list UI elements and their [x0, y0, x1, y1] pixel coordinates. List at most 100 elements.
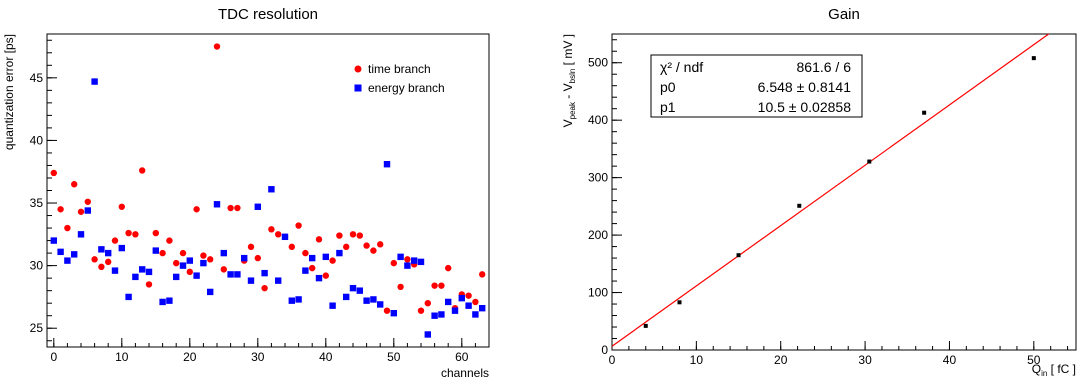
legend-label-energy-branch: energy branch — [368, 81, 445, 95]
chart-title: Gain — [828, 6, 860, 23]
x-tick-label: 10 — [690, 353, 704, 367]
point-time-branch — [383, 307, 391, 314]
point-time-branch — [179, 249, 187, 257]
point-time-branch — [105, 258, 112, 266]
point-time-branch — [247, 243, 255, 251]
point-energy-branch — [438, 311, 445, 318]
point-energy-branch — [50, 237, 57, 244]
point-time-branch — [98, 263, 105, 271]
gain-point — [922, 110, 927, 115]
point-energy-branch — [458, 294, 465, 302]
legend-marker-time-branch — [354, 65, 362, 73]
point-time-branch — [390, 259, 397, 267]
point-energy-branch — [207, 288, 214, 296]
stats-value-chi2: 861.6 / 6 — [797, 59, 852, 75]
point-time-branch — [186, 268, 193, 276]
point-time-branch — [77, 208, 85, 215]
point-time-branch — [111, 237, 119, 244]
point-time-branch — [227, 204, 234, 212]
point-energy-branch — [281, 233, 289, 241]
point-time-branch — [479, 271, 486, 278]
point-energy-branch — [159, 298, 166, 306]
y-tick-label: 200 — [588, 228, 608, 242]
point-energy-branch — [241, 254, 248, 262]
point-energy-branch — [77, 231, 85, 238]
point-energy-branch — [383, 161, 391, 168]
point-time-branch — [173, 259, 180, 267]
gain-point — [797, 203, 802, 208]
point-energy-branch — [179, 262, 187, 269]
point-energy-branch — [445, 298, 452, 306]
point-time-branch — [254, 254, 261, 262]
legend-marker-energy-branch — [354, 84, 362, 92]
point-time-branch — [336, 232, 343, 239]
point-energy-branch — [139, 266, 146, 273]
x-tick-label: 20 — [183, 350, 197, 364]
point-energy-branch — [84, 207, 91, 214]
point-time-branch — [261, 284, 268, 292]
point-time-branch — [370, 247, 377, 254]
fit-stats-box: χ² / ndf 861.6 / 6 p0 6.548 ± 0.8141 p1 … — [650, 54, 863, 118]
point-energy-branch — [166, 297, 173, 304]
point-time-branch — [193, 206, 200, 213]
x-tick-label: 40 — [943, 353, 957, 367]
point-time-branch — [329, 257, 336, 264]
tdc-resolution-chart: TDC resolution 0 10 20 30 40 50 60 25 30 35 40 45 c… — [2, 6, 490, 380]
point-time-branch — [166, 237, 173, 244]
point-energy-branch — [309, 254, 316, 262]
point-time-branch — [322, 272, 329, 279]
point-time-branch — [349, 231, 357, 238]
point-time-branch — [295, 222, 302, 229]
point-time-branch — [363, 242, 370, 249]
point-time-branch — [139, 167, 146, 174]
point-time-branch — [91, 256, 98, 263]
plot-frame — [611, 33, 1077, 351]
point-energy-branch — [431, 312, 438, 319]
point-energy-branch — [254, 203, 261, 210]
x-tick-label: 60 — [455, 350, 469, 364]
point-time-branch — [431, 282, 438, 289]
point-time-branch — [64, 224, 71, 232]
point-time-branch — [356, 232, 363, 239]
point-energy-branch — [411, 257, 418, 264]
point-energy-branch — [288, 297, 295, 304]
point-time-branch — [234, 204, 241, 212]
point-time-branch — [397, 283, 404, 291]
point-time-branch — [417, 307, 425, 314]
point-time-branch — [57, 206, 64, 213]
point-energy-branch — [200, 259, 207, 267]
point-time-branch — [424, 299, 431, 307]
y-tick-label: 500 — [588, 56, 608, 70]
point-energy-branch — [377, 301, 384, 308]
x-tick-label: 30 — [251, 350, 265, 364]
point-energy-branch — [417, 258, 425, 266]
point-energy-branch — [234, 271, 241, 278]
point-time-branch — [309, 264, 316, 272]
point-time-branch — [152, 229, 159, 237]
point-time-branch — [275, 231, 282, 238]
y-tick-label: 40 — [30, 133, 44, 147]
point-energy-branch — [349, 284, 357, 292]
x-tick-label: 0 — [609, 353, 616, 367]
point-time-branch — [145, 281, 153, 288]
point-time-branch — [445, 264, 452, 272]
point-energy-branch — [329, 302, 336, 309]
gain-point — [867, 159, 872, 164]
point-energy-branch — [57, 248, 64, 256]
x-tick-label: 0 — [50, 350, 57, 364]
point-energy-branch — [247, 277, 255, 284]
y-tick-label: 300 — [588, 171, 608, 185]
y-tick-label: 35 — [30, 196, 44, 210]
point-energy-branch — [363, 297, 370, 304]
point-energy-branch — [472, 311, 479, 318]
point-time-branch — [404, 256, 411, 263]
point-energy-branch — [227, 271, 234, 278]
point-energy-branch — [424, 331, 431, 338]
gain-point — [736, 253, 741, 258]
point-energy-branch — [111, 267, 119, 274]
point-energy-branch — [404, 262, 411, 269]
point-time-branch — [118, 203, 126, 210]
point-energy-branch — [322, 253, 329, 261]
